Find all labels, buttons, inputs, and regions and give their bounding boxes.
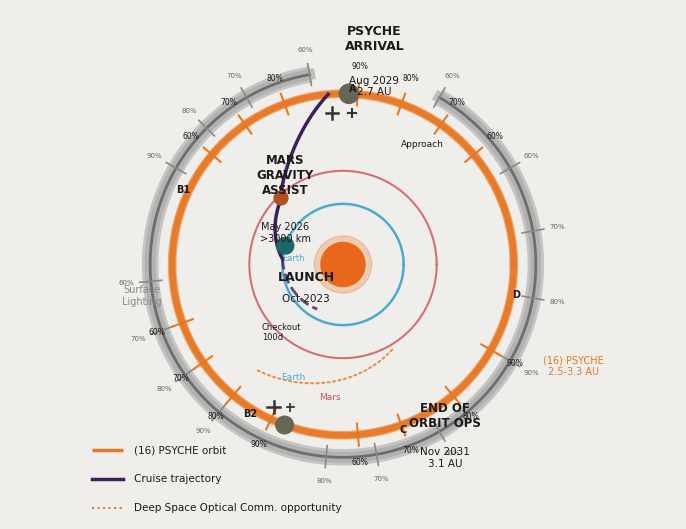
Text: MARS
GRAVITY
ASSIST: MARS GRAVITY ASSIST: [257, 154, 314, 197]
Text: PSYCHE
ARRIVAL: PSYCHE ARRIVAL: [344, 25, 404, 53]
Text: B2: B2: [243, 409, 257, 418]
Text: 70%: 70%: [403, 446, 419, 455]
Text: Checkout
100d: Checkout 100d: [262, 323, 301, 342]
Text: 60%: 60%: [119, 280, 134, 287]
Text: 80%: 80%: [267, 74, 283, 83]
Text: 60%: 60%: [523, 153, 539, 159]
Circle shape: [314, 236, 372, 293]
Text: 80%: 80%: [462, 412, 479, 421]
Text: 70%: 70%: [221, 97, 237, 106]
Text: Oct 2023: Oct 2023: [283, 294, 330, 304]
Text: May 2026
>3000 km: May 2026 >3000 km: [260, 222, 311, 244]
Text: B1: B1: [176, 185, 191, 195]
Text: (16) PSYCHE
2.5-3.3 AU: (16) PSYCHE 2.5-3.3 AU: [543, 356, 604, 377]
Circle shape: [277, 238, 294, 254]
Text: 70%: 70%: [549, 224, 565, 230]
Text: LAUNCH: LAUNCH: [278, 271, 335, 284]
Text: A: A: [348, 84, 356, 94]
Text: 90%: 90%: [250, 440, 268, 449]
Text: 90%: 90%: [147, 153, 163, 159]
Text: 60%: 60%: [444, 450, 460, 456]
Text: 80%: 80%: [181, 107, 197, 114]
Text: C: C: [399, 425, 407, 435]
Text: 80%: 80%: [157, 386, 173, 393]
Text: Deep Space Optical Comm. opportunity: Deep Space Optical Comm. opportunity: [134, 503, 341, 513]
Text: 70%: 70%: [226, 73, 242, 79]
Text: Earth: Earth: [283, 254, 305, 263]
Text: 80%: 80%: [403, 74, 419, 83]
Text: Surface
Lighting: Surface Lighting: [121, 285, 161, 307]
Text: 90%: 90%: [523, 370, 539, 376]
Text: 60%: 60%: [444, 73, 460, 79]
Text: 70%: 70%: [130, 336, 146, 342]
Text: 80%: 80%: [549, 299, 565, 305]
Text: Cruise trajectory: Cruise trajectory: [134, 474, 221, 484]
Text: Mars: Mars: [319, 394, 341, 403]
Text: Aug 2029
2.7 AU: Aug 2029 2.7 AU: [349, 76, 399, 97]
Circle shape: [340, 84, 359, 104]
Text: Approach: Approach: [401, 140, 443, 149]
Text: END OF
ORBIT OPS: END OF ORBIT OPS: [409, 402, 481, 430]
Circle shape: [277, 238, 294, 254]
Text: 70%: 70%: [449, 97, 465, 106]
Circle shape: [276, 416, 294, 434]
Text: D: D: [512, 290, 520, 300]
Text: Nov 2031
3.1 AU: Nov 2031 3.1 AU: [420, 448, 470, 469]
Text: 60%: 60%: [182, 132, 200, 141]
Circle shape: [274, 191, 288, 205]
Text: 80%: 80%: [316, 478, 332, 485]
Text: 60%: 60%: [352, 458, 369, 467]
Text: Earth: Earth: [281, 372, 305, 381]
Text: 70%: 70%: [172, 374, 189, 383]
Text: 80%: 80%: [207, 412, 224, 421]
Text: 90%: 90%: [352, 62, 369, 71]
Text: 70%: 70%: [373, 476, 388, 482]
Text: 60%: 60%: [148, 328, 165, 337]
Text: (16) PSYCHE orbit: (16) PSYCHE orbit: [134, 445, 226, 455]
Text: 90%: 90%: [506, 359, 523, 368]
Circle shape: [321, 242, 365, 287]
Text: 60%: 60%: [486, 132, 504, 141]
Text: 60%: 60%: [298, 47, 313, 53]
Text: 90%: 90%: [196, 428, 211, 434]
